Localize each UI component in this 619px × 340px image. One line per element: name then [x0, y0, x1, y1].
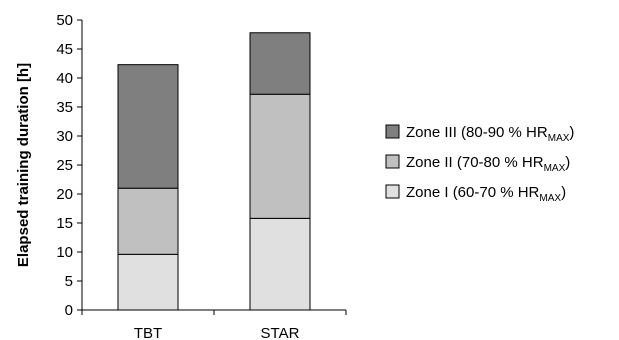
bars: [117, 32, 311, 311]
y-tick-label: 25: [56, 157, 73, 174]
legend-swatch: [385, 184, 400, 199]
legend-label: Zone II (70-80 % HRMAX): [406, 154, 570, 174]
x-tick-label: STAR: [261, 325, 300, 340]
bar-segment-tbt-zone-3: [117, 64, 179, 189]
y-tick-label: 10: [56, 244, 73, 261]
y-tick-label: 15: [56, 215, 73, 232]
y-tick-label: 45: [56, 41, 73, 58]
bar-segment-star-zone-3: [249, 32, 311, 95]
bar-segment-tbt-zone-1: [117, 253, 179, 311]
y-axis-label: Elapsed training duration [h]: [15, 63, 32, 267]
bar-segment-tbt-zone-2: [117, 187, 179, 255]
legend-label: Zone I (60-70 % HRMAX): [406, 184, 566, 204]
y-tick-label: 50: [56, 12, 73, 29]
axes: 0 5 10 15 20 25 30 35 40 45 50 TBT STAR: [56, 12, 347, 340]
y-tick-label: 35: [56, 99, 73, 116]
bar-segment-star-zone-2: [249, 93, 311, 219]
legend-swatch: [385, 124, 400, 139]
y-tick-label: 0: [65, 302, 73, 319]
bar-segment-star-zone-1: [249, 217, 311, 311]
legend: Zone III (80-90 % HRMAX) Zone II (70-80 %…: [385, 124, 574, 204]
y-tick-label: 40: [56, 70, 73, 87]
y-tick-label: 20: [56, 186, 73, 203]
y-tick-label: 30: [56, 128, 73, 145]
legend-swatch: [385, 154, 400, 169]
legend-label: Zone III (80-90 % HRMAX): [406, 124, 574, 144]
y-tick-label: 5: [65, 273, 73, 290]
x-tick-label: TBT: [134, 325, 162, 340]
